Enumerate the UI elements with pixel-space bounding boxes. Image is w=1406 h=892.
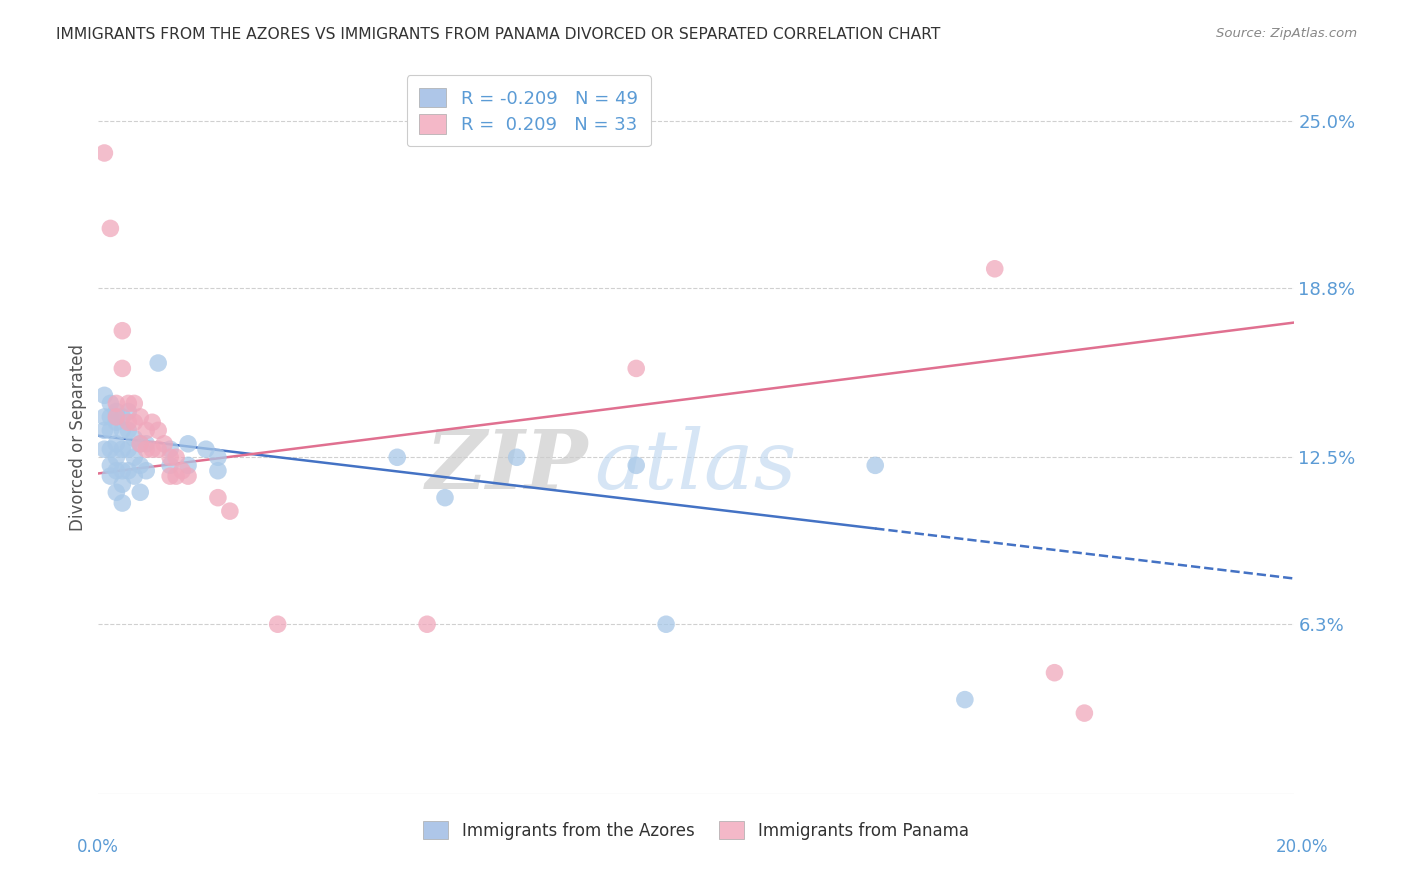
Point (111, 464, 134, 478)
Point (135, 423, 157, 437)
Point (117, 396, 139, 410)
Point (129, 485, 152, 500)
Point (165, 450, 187, 465)
Point (165, 469, 187, 483)
Point (626, 361, 648, 376)
Point (207, 491, 229, 505)
Point (655, 617, 678, 632)
Point (93, 409, 115, 424)
Point (385, 450, 409, 465)
Point (153, 437, 176, 451)
Point (219, 504, 242, 518)
Point (172, 464, 194, 478)
Point (129, 437, 152, 451)
Point (207, 450, 229, 465)
Point (1073, 706, 1095, 720)
Point (416, 617, 439, 632)
Text: ZIP: ZIP (426, 425, 589, 506)
Point (105, 415, 128, 429)
Point (135, 442, 157, 457)
Point (177, 469, 200, 483)
Point (124, 450, 146, 465)
Point (105, 409, 128, 424)
Point (159, 458, 181, 473)
Point (141, 415, 163, 429)
Point (129, 437, 152, 451)
Point (177, 458, 200, 473)
Point (98, 442, 122, 457)
Legend: Immigrants from the Azores, Immigrants from Panama: Immigrants from the Azores, Immigrants f… (413, 811, 979, 850)
Point (129, 458, 152, 473)
Point (159, 442, 181, 457)
Point (117, 415, 139, 429)
Point (124, 469, 146, 483)
Point (1043, 665, 1066, 680)
Point (117, 464, 139, 478)
Point (117, 404, 139, 418)
Point (98, 409, 122, 424)
Point (506, 450, 529, 465)
Point (105, 450, 128, 465)
Point (148, 423, 170, 437)
Point (626, 458, 648, 473)
Point (111, 442, 134, 457)
Point (159, 469, 181, 483)
Point (93, 146, 115, 161)
Point (148, 442, 170, 457)
Point (105, 396, 128, 410)
Point (111, 324, 134, 338)
Point (195, 442, 218, 457)
Point (135, 437, 157, 451)
Point (111, 361, 134, 376)
Point (129, 409, 152, 424)
Point (434, 491, 457, 505)
Point (105, 464, 128, 478)
Point (98, 396, 122, 410)
Text: 0.0%: 0.0% (77, 838, 120, 856)
Point (111, 409, 134, 424)
Point (93, 423, 115, 437)
Point (93, 388, 115, 402)
Point (135, 464, 157, 478)
Point (177, 437, 200, 451)
Point (984, 261, 1007, 276)
Text: Source: ZipAtlas.com: Source: ZipAtlas.com (1216, 27, 1357, 40)
Y-axis label: Divorced or Separated: Divorced or Separated (69, 343, 87, 531)
Point (93, 442, 115, 457)
Point (953, 692, 976, 706)
Text: atlas: atlas (595, 425, 797, 506)
Point (98, 458, 122, 473)
Text: 20.0%: 20.0% (1277, 838, 1329, 856)
Point (117, 423, 139, 437)
Point (98, 423, 122, 437)
Point (98, 469, 122, 483)
Point (124, 396, 146, 410)
Point (148, 356, 170, 370)
Point (159, 450, 181, 465)
Point (117, 442, 139, 457)
Point (111, 423, 134, 437)
Point (111, 477, 134, 491)
Point (124, 432, 146, 446)
Text: IMMIGRANTS FROM THE AZORES VS IMMIGRANTS FROM PANAMA DIVORCED OR SEPARATED CORRE: IMMIGRANTS FROM THE AZORES VS IMMIGRANTS… (56, 27, 941, 42)
Point (207, 464, 229, 478)
Point (105, 404, 128, 418)
Point (105, 485, 128, 500)
Point (105, 437, 128, 451)
Point (865, 458, 887, 473)
Point (98, 221, 122, 235)
Point (141, 442, 163, 457)
Point (267, 617, 290, 632)
Point (111, 496, 134, 510)
Point (124, 415, 146, 429)
